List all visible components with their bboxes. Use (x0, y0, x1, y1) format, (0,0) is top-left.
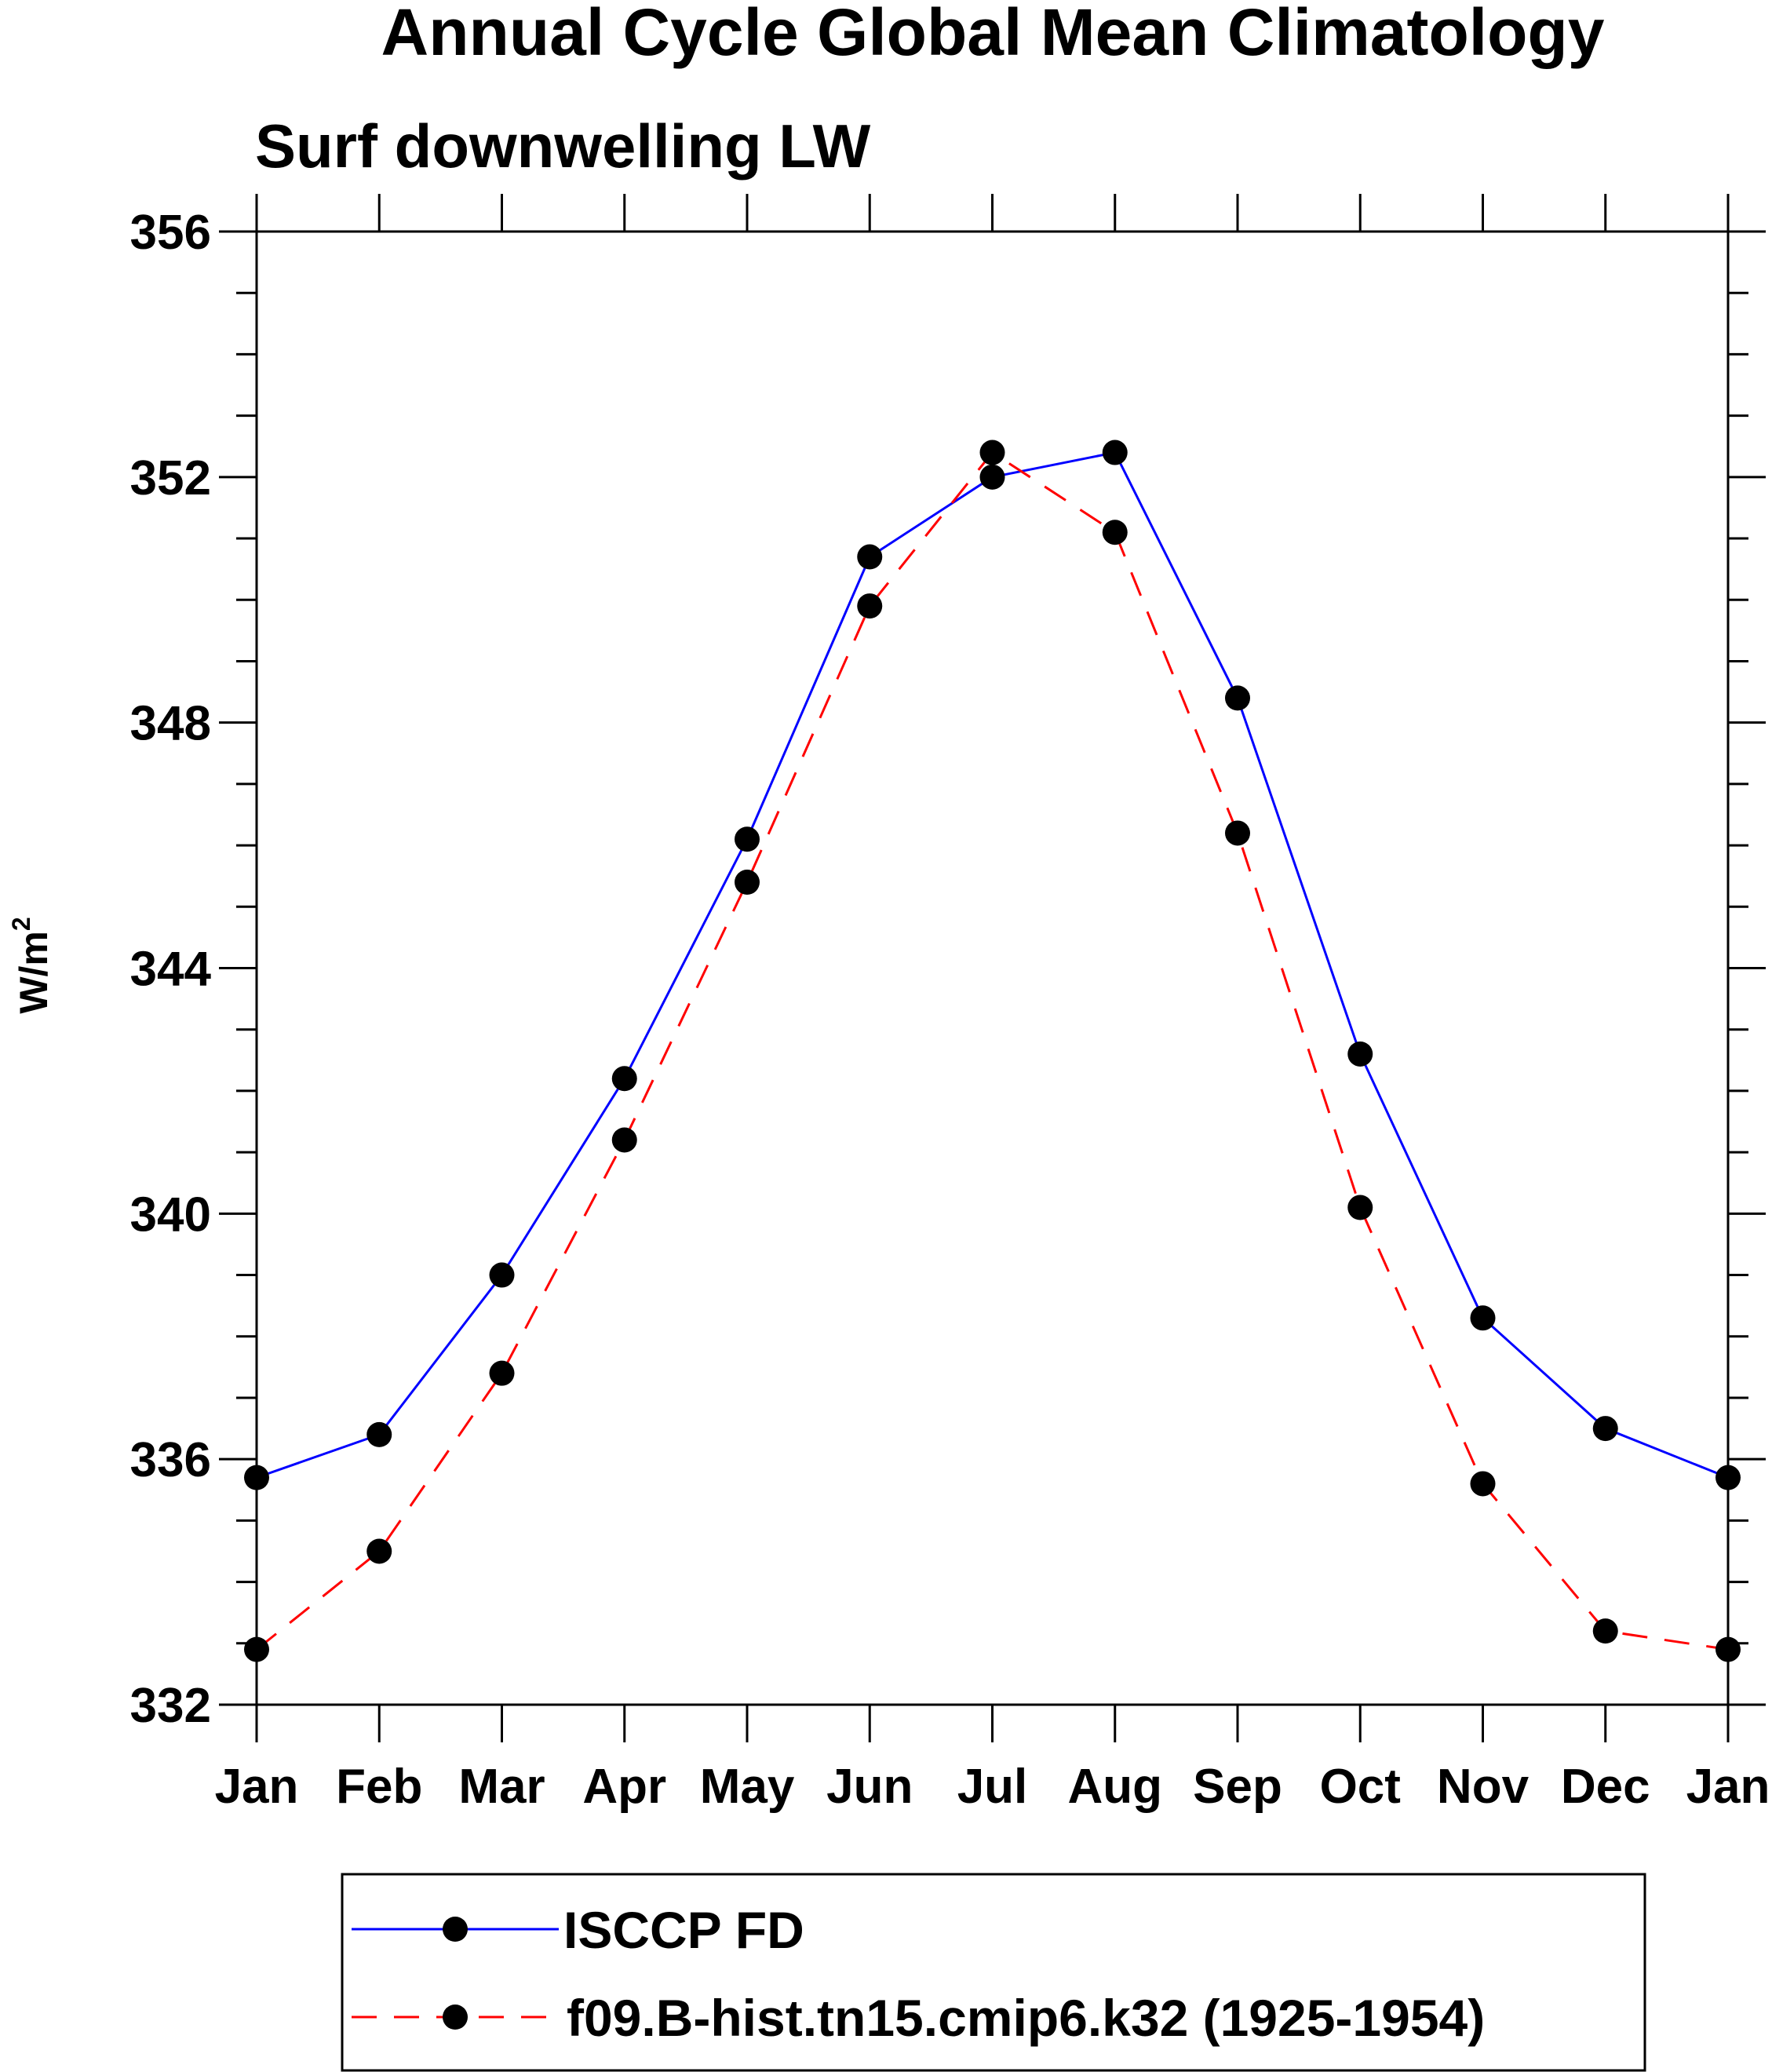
y-tick-label: 336 (130, 1433, 211, 1487)
data-point-model (979, 440, 1005, 465)
data-point-isccp (1225, 685, 1250, 711)
x-tick-label: Jan (1686, 1760, 1770, 1814)
data-point-model (611, 1127, 637, 1153)
data-point-model (489, 1360, 515, 1386)
data-point-model (1715, 1636, 1741, 1662)
data-point-model (857, 593, 883, 619)
x-tick-label: May (700, 1760, 795, 1814)
legend-label-isccp: ISCCP FD (563, 1901, 804, 1959)
data-point-model (244, 1636, 269, 1662)
x-tick-label: Dec (1561, 1760, 1650, 1814)
y-tick-label: 352 (130, 451, 211, 505)
data-point-isccp (979, 464, 1005, 490)
data-point-model (1592, 1618, 1618, 1644)
x-tick-label: Mar (458, 1760, 545, 1814)
y-tick-label: 332 (130, 1679, 211, 1733)
data-point-model (366, 1538, 392, 1564)
x-tick-label: Jul (957, 1760, 1028, 1814)
data-point-isccp (489, 1262, 515, 1288)
x-tick-label: Feb (336, 1760, 422, 1814)
data-point-isccp (735, 826, 760, 852)
y-axis-label-base: W/m (12, 931, 56, 1014)
data-point-model (1102, 520, 1128, 545)
data-point-isccp (611, 1066, 637, 1092)
data-point-isccp (366, 1421, 392, 1447)
data-point-isccp (857, 544, 883, 570)
data-point-isccp (1102, 440, 1128, 465)
series-line-isccp (256, 451, 1729, 1479)
legend-label-model: f09.B-hist.tn15.cmip6.k32 (1925-1954) (567, 1989, 1485, 2047)
x-tick-label: Nov (1437, 1760, 1530, 1814)
data-point-model (1225, 820, 1250, 846)
data-point-model (1470, 1471, 1496, 1497)
y-tick-label: 340 (130, 1187, 211, 1242)
x-tick-label: Apr (582, 1760, 666, 1814)
data-point-isccp (1592, 1416, 1618, 1442)
y-axis-label-sup: 2 (7, 917, 35, 931)
legend-marker-model (443, 2005, 468, 2030)
plot-layer: 332 336 340 344 348 352 356 Jan Feb Mar Apr May Jun J… (130, 194, 1770, 1814)
chart-subtitle: Surf downwelling LW (255, 111, 871, 181)
data-point-model (1347, 1195, 1373, 1220)
y-axis-label: W/m2 (7, 917, 56, 1013)
svg-text:W/m2: W/m2 (7, 917, 56, 1013)
data-point-isccp (244, 1465, 269, 1490)
legend: ISCCP FD f09.B-hist.tn15.cmip6.k32 (1925… (341, 1873, 1646, 2072)
series-line-model (256, 451, 1729, 1651)
legend-marker-isccp (443, 1917, 468, 1942)
x-tick-label: Aug (1067, 1760, 1162, 1814)
x-tick-label: Sep (1193, 1760, 1282, 1814)
data-point-isccp (1715, 1465, 1741, 1490)
x-tick-label: Jun (826, 1760, 913, 1814)
data-point-isccp (1347, 1041, 1373, 1067)
x-tick-label: Oct (1320, 1760, 1401, 1814)
data-point-model (735, 870, 760, 896)
y-tick-label: 348 (130, 697, 211, 751)
data-point-isccp (1470, 1305, 1496, 1331)
y-tick-label: 356 (130, 206, 211, 260)
x-tick-label: Jan (215, 1760, 299, 1814)
y-tick-label: 344 (130, 943, 212, 997)
legend-box (341, 1873, 1646, 2072)
chart-title: Annual Cycle Global Mean Climatology (381, 0, 1605, 69)
